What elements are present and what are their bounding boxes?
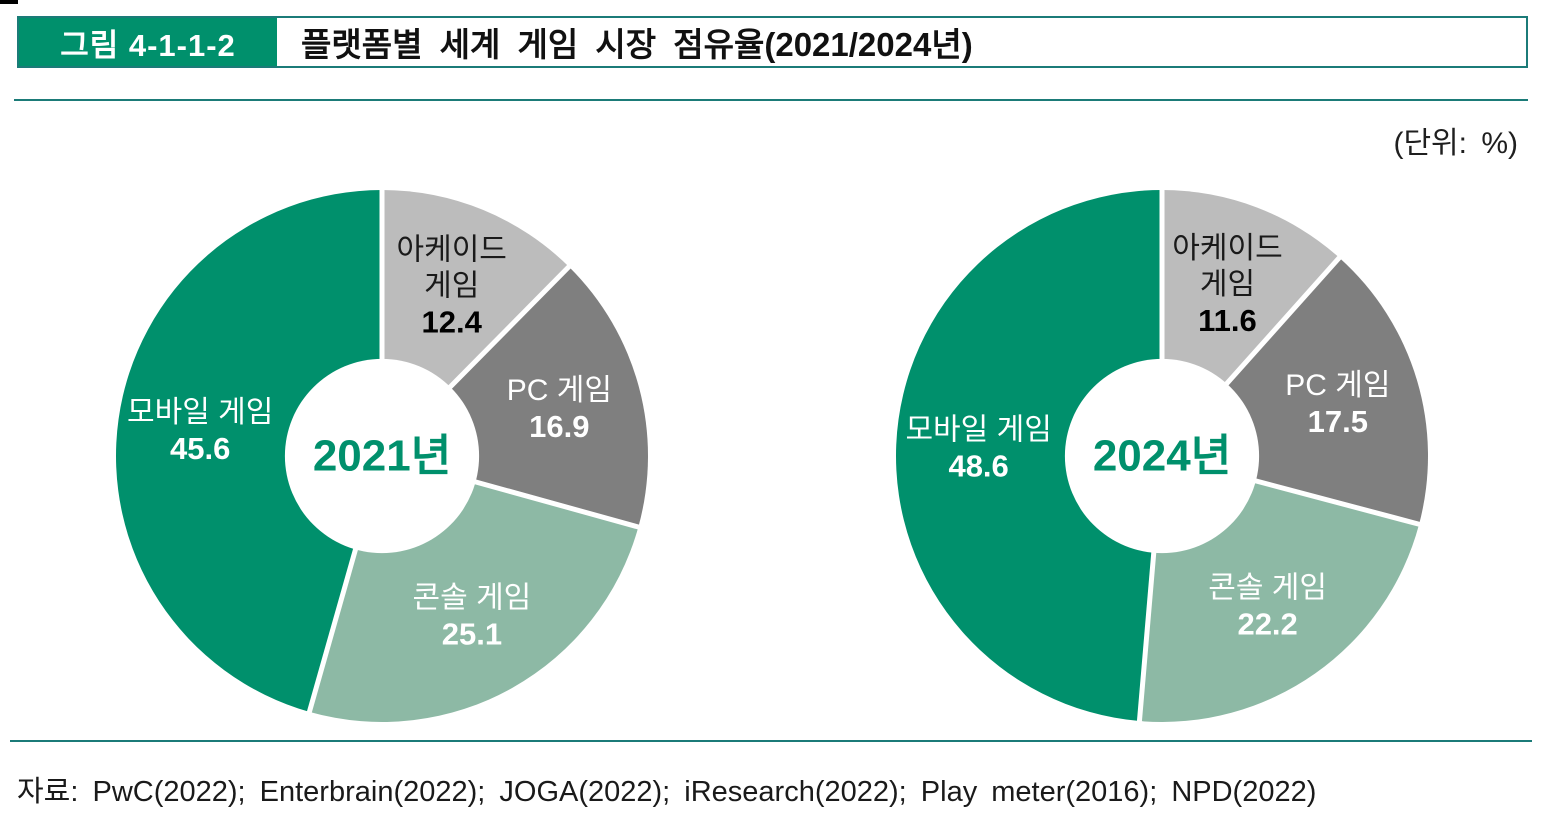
scan-artifact	[0, 0, 18, 4]
slice-label-pc: PC 게임 17.5	[1285, 369, 1390, 439]
slice-label-console: 콘솔 게임 22.2	[1208, 572, 1327, 642]
donut-hole	[1064, 358, 1260, 554]
slice-label-mobile: 모바일 게임 48.6	[905, 414, 1051, 484]
slice-mobile	[895, 190, 1162, 722]
source-note: 자료: PwC(2022); Enterbrain(2022); JOGA(20…	[17, 776, 1317, 808]
figure-number-badge: 그림 4-1-1-2	[19, 18, 277, 66]
donut-svg: 2021년 아케이드 게임 12.4PC 게임 16.9 콘솔 게임 25.1 모바일 게임 4…	[115, 189, 649, 722]
center-year-label: 2024년	[1093, 432, 1231, 481]
donut-svg: 2024년 아케이드 게임 11.6PC 게임 17.5 콘솔 게임 22.2 모바일 게임 4…	[895, 189, 1428, 723]
slice-label-console: 콘솔 게임 25.1	[413, 581, 532, 651]
slice-label-arcade: 아케이드 게임 12.4	[397, 234, 507, 340]
top-divider	[14, 99, 1528, 101]
figure-header: 그림 4-1-1-2 플랫폼별 세계 게임 시장 점유율(2021/2024년)	[17, 16, 1528, 68]
slice-mobile	[115, 190, 382, 712]
unit-label: (단위: %)	[1393, 127, 1518, 160]
slice-label-arcade: 아케이드 게임 11.6	[1172, 232, 1282, 338]
donut-chart-2021: 2021년 아케이드 게임 12.4 PC 게임 16.9 콘솔 게임 25.1 모바일 게임 4…	[112, 186, 652, 726]
slice-label-pc: PC 게임 16.9	[507, 374, 612, 444]
donut-chart-2024: 2024년 아케이드 게임 11.6 PC 게임 17.5 콘솔 게임 22.2 모바일 게임 4…	[892, 186, 1432, 726]
donut-hole	[284, 358, 480, 554]
figure-title: 플랫폼별 세계 게임 시장 점유율(2021/2024년)	[301, 26, 973, 63]
slice-label-mobile: 모바일 게임 45.6	[127, 396, 273, 466]
center-year-label: 2021년	[313, 432, 451, 481]
bottom-divider	[10, 740, 1532, 742]
